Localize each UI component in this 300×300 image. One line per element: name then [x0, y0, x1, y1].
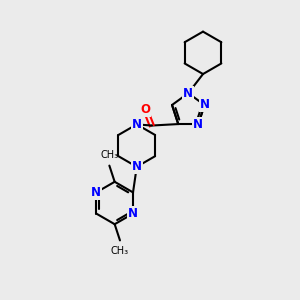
Text: N: N [132, 118, 142, 131]
Text: N: N [91, 186, 101, 199]
Text: N: N [183, 87, 193, 100]
Text: CH₃: CH₃ [100, 150, 118, 160]
Text: N: N [128, 207, 138, 220]
Text: CH₃: CH₃ [111, 246, 129, 256]
Text: O: O [140, 103, 150, 116]
Text: N: N [200, 98, 209, 112]
Text: N: N [132, 160, 142, 173]
Text: N: N [193, 118, 203, 130]
